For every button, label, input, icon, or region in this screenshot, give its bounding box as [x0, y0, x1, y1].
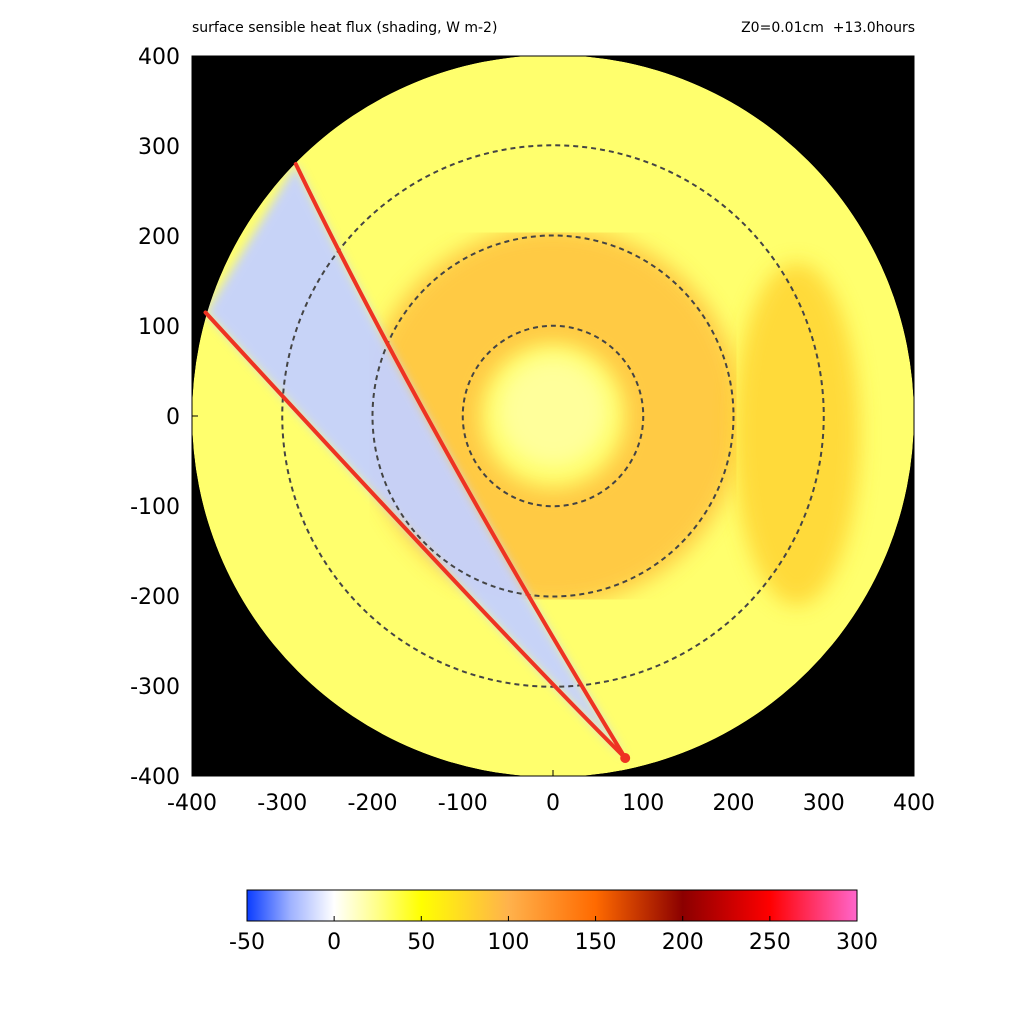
x-tick-label: 0 — [546, 791, 560, 816]
colorbar-tick-label: 0 — [327, 930, 341, 955]
x-tick-label: 400 — [893, 791, 935, 816]
y-tick-label: -100 — [130, 495, 180, 520]
heat-flux-outer-band — [733, 263, 860, 605]
x-tick-label: -400 — [167, 791, 217, 816]
y-tick-label: -400 — [130, 765, 180, 790]
colorbar-tick-label: 50 — [407, 930, 435, 955]
colorbar-tick-label: 100 — [487, 930, 529, 955]
y-tick-label: -300 — [130, 675, 180, 700]
colorbar-tick-label: -50 — [229, 930, 265, 955]
reference-circle-2 — [371, 234, 735, 598]
y-tick-label: 200 — [138, 225, 180, 250]
x-tick-label: -300 — [257, 791, 307, 816]
reference-circle-1 — [461, 324, 645, 508]
x-tick-label: 300 — [803, 791, 845, 816]
heat-flux-cold-wedge — [205, 164, 626, 758]
x-tick-label: -200 — [348, 791, 398, 816]
y-tick-label: 0 — [166, 405, 180, 430]
y-tick-label: 300 — [138, 135, 180, 160]
plot-area — [192, 56, 914, 776]
x-tick-label: -100 — [438, 791, 488, 816]
colorbar-tick-label: 200 — [662, 930, 704, 955]
x-tick-label: 100 — [622, 791, 664, 816]
y-tick-label: -200 — [130, 585, 180, 610]
heat-flux-eye — [498, 357, 608, 466]
y-tick-label: 100 — [138, 315, 180, 340]
y-tick-label: 400 — [138, 45, 180, 70]
colorbar-tick-label: 150 — [575, 930, 617, 955]
colorbar-tick-label: 250 — [749, 930, 791, 955]
x-tick-label: 200 — [713, 791, 755, 816]
colorbar-tick-label: 300 — [836, 930, 878, 955]
wedge-boundary-upper — [293, 162, 628, 760]
wedge-vertex-marker — [620, 753, 631, 763]
colorbar — [246, 889, 858, 922]
domain-disk — [192, 56, 914, 776]
plot-title: surface sensible heat flux (shading, W m… — [192, 20, 498, 36]
wedge-boundary-lower — [203, 310, 628, 760]
time-annotation: Z0=0.01cm +13.0hours — [741, 20, 915, 36]
